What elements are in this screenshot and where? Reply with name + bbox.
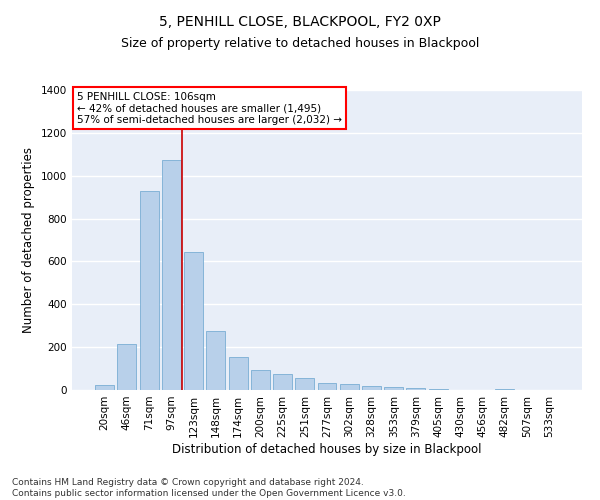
Bar [95, 386, 114, 390]
Bar [184, 252, 203, 390]
Bar [118, 344, 136, 390]
Text: 5 PENHILL CLOSE: 106sqm
← 42% of detached houses are smaller (1,495)
57% of semi: 5 PENHILL CLOSE: 106sqm ← 42% of detache… [77, 92, 342, 124]
Bar [162, 160, 181, 390]
Bar [229, 357, 248, 390]
Bar [496, 389, 514, 390]
Y-axis label: Number of detached properties: Number of detached properties [22, 147, 35, 333]
Text: Size of property relative to detached houses in Blackpool: Size of property relative to detached ho… [121, 38, 479, 51]
Bar [295, 378, 314, 390]
Bar [384, 387, 403, 390]
Bar [406, 388, 425, 390]
Bar [362, 386, 381, 390]
X-axis label: Distribution of detached houses by size in Blackpool: Distribution of detached houses by size … [172, 442, 482, 456]
Bar [251, 370, 270, 390]
Text: 5, PENHILL CLOSE, BLACKPOOL, FY2 0XP: 5, PENHILL CLOSE, BLACKPOOL, FY2 0XP [159, 15, 441, 29]
Text: Contains HM Land Registry data © Crown copyright and database right 2024.
Contai: Contains HM Land Registry data © Crown c… [12, 478, 406, 498]
Bar [273, 374, 292, 390]
Bar [340, 384, 359, 390]
Bar [206, 331, 225, 390]
Bar [429, 389, 448, 390]
Bar [140, 190, 158, 390]
Bar [317, 382, 337, 390]
